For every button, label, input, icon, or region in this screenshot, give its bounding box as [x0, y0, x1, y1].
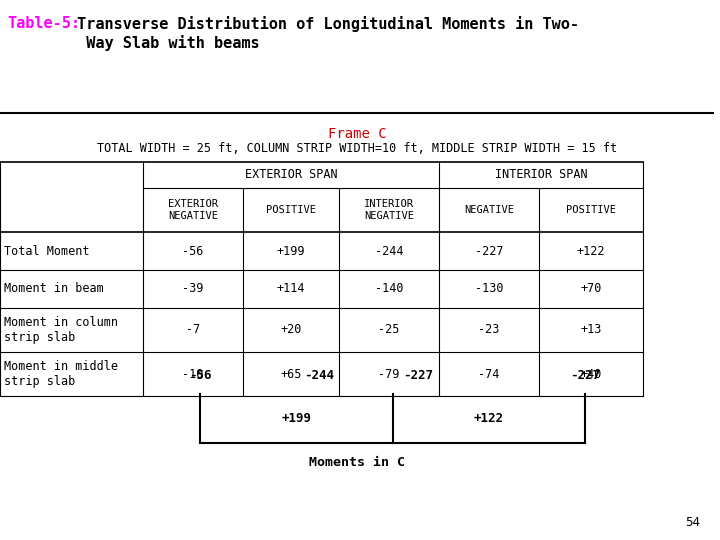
- Text: -244: -244: [375, 245, 403, 258]
- Text: EXTERIOR SPAN: EXTERIOR SPAN: [245, 168, 337, 181]
- Text: TOTAL WIDTH = 25 ft, COLUMN STRIP WIDTH=10 ft, MIDDLE STRIP WIDTH = 15 ft: TOTAL WIDTH = 25 ft, COLUMN STRIP WIDTH=…: [97, 142, 617, 155]
- Text: -23: -23: [478, 323, 500, 336]
- Text: 54: 54: [685, 516, 700, 529]
- Text: INTERIOR SPAN: INTERIOR SPAN: [495, 168, 587, 181]
- Text: Moment in middle
strip slab: Moment in middle strip slab: [4, 360, 117, 388]
- Text: +122: +122: [577, 245, 605, 258]
- Text: Moment in column
strip slab: Moment in column strip slab: [4, 316, 117, 344]
- Text: -7: -7: [186, 323, 200, 336]
- Text: -25: -25: [379, 323, 400, 336]
- Text: Moment in beam: Moment in beam: [4, 282, 103, 295]
- Text: Table-5:: Table-5:: [7, 16, 80, 31]
- Text: -227: -227: [402, 369, 433, 382]
- Text: +114: +114: [276, 282, 305, 295]
- Text: -56: -56: [189, 369, 211, 382]
- Text: -227: -227: [570, 369, 600, 382]
- Text: +199: +199: [282, 412, 311, 425]
- Text: -140: -140: [375, 282, 403, 295]
- Text: Frame C: Frame C: [328, 127, 387, 141]
- Text: -130: -130: [474, 282, 503, 295]
- Text: -56: -56: [182, 245, 204, 258]
- Text: +122: +122: [474, 412, 504, 425]
- Text: POSITIVE: POSITIVE: [266, 205, 316, 215]
- Text: -244: -244: [305, 369, 334, 382]
- Text: -227: -227: [474, 245, 503, 258]
- Text: Transverse Distribution of Longitudinal Moments in Two-
  Way Slab with beams: Transverse Distribution of Longitudinal …: [68, 16, 579, 51]
- Text: +199: +199: [276, 245, 305, 258]
- Text: +65: +65: [280, 368, 302, 381]
- Text: Moments in C: Moments in C: [309, 456, 405, 469]
- Text: INTERIOR
NEGATIVE: INTERIOR NEGATIVE: [364, 199, 414, 221]
- Text: -74: -74: [478, 368, 500, 381]
- Text: -39: -39: [182, 282, 204, 295]
- Text: -10: -10: [182, 368, 204, 381]
- Text: +40: +40: [580, 368, 601, 381]
- Text: NEGATIVE: NEGATIVE: [464, 205, 514, 215]
- Text: +13: +13: [580, 323, 601, 336]
- Text: +20: +20: [280, 323, 302, 336]
- Text: +70: +70: [580, 282, 601, 295]
- Text: -79: -79: [379, 368, 400, 381]
- Text: EXTERIOR
NEGATIVE: EXTERIOR NEGATIVE: [168, 199, 217, 221]
- Text: Total Moment: Total Moment: [4, 245, 89, 258]
- Text: POSITIVE: POSITIVE: [566, 205, 616, 215]
